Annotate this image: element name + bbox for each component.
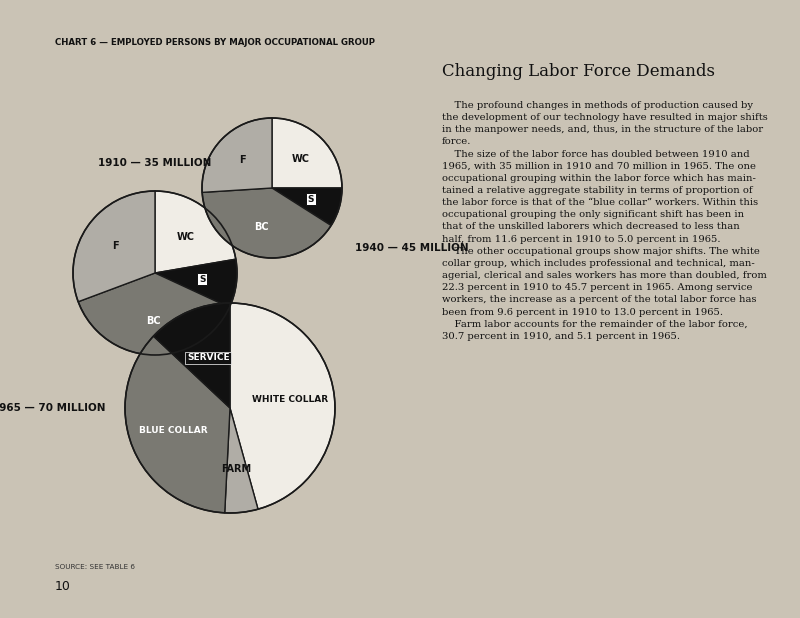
Wedge shape: [272, 188, 342, 226]
Text: BC: BC: [254, 222, 270, 232]
Text: WC: WC: [292, 154, 310, 164]
Text: The profound changes in methods of production caused by
the development of our t: The profound changes in methods of produ…: [442, 101, 768, 341]
Text: BC: BC: [146, 316, 161, 326]
Wedge shape: [125, 336, 230, 513]
Text: CHART 6 — EMPLOYED PERSONS BY MAJOR OCCUPATIONAL GROUP: CHART 6 — EMPLOYED PERSONS BY MAJOR OCCU…: [55, 38, 375, 47]
Wedge shape: [272, 118, 342, 188]
Text: WHITE COLLAR: WHITE COLLAR: [252, 396, 329, 404]
Text: 1910 — 35 MILLION: 1910 — 35 MILLION: [98, 158, 212, 168]
Text: S: S: [308, 195, 314, 204]
Wedge shape: [78, 273, 230, 355]
Wedge shape: [73, 191, 155, 302]
Text: SOURCE: SEE TABLE 6: SOURCE: SEE TABLE 6: [55, 564, 135, 570]
Text: BLUE COLLAR: BLUE COLLAR: [139, 426, 208, 435]
Text: WC: WC: [177, 232, 194, 242]
Text: 1940 — 45 MILLION: 1940 — 45 MILLION: [355, 243, 469, 253]
Text: FARM: FARM: [222, 464, 252, 473]
Wedge shape: [225, 408, 258, 513]
Text: 10: 10: [55, 580, 71, 593]
Text: SERVICE: SERVICE: [187, 353, 230, 362]
Wedge shape: [202, 188, 331, 258]
Text: S: S: [199, 275, 206, 284]
Text: Changing Labor Force Demands: Changing Labor Force Demands: [442, 63, 715, 80]
Wedge shape: [155, 259, 237, 307]
Text: F: F: [113, 241, 119, 251]
Wedge shape: [154, 303, 230, 408]
Wedge shape: [155, 191, 236, 273]
Text: 1965 — 70 MILLION: 1965 — 70 MILLION: [0, 403, 105, 413]
Wedge shape: [202, 118, 272, 192]
Text: F: F: [239, 155, 246, 165]
Wedge shape: [230, 303, 335, 509]
